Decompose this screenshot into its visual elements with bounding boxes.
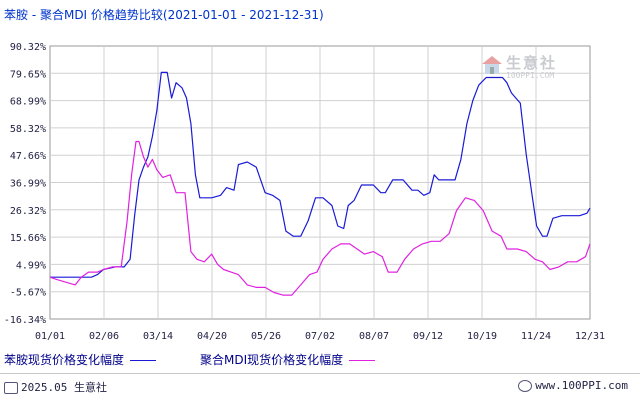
legend-label: 苯胺现货价格变化幅度 [4, 353, 125, 367]
series-line-1 [50, 71, 591, 278]
copyright-icon [4, 382, 18, 394]
y-tick-label: 79.65% [10, 69, 46, 80]
y-tick-label: 90.32% [10, 42, 46, 53]
series-line-2 [49, 140, 591, 296]
y-tick-label: -16.34% [4, 315, 46, 326]
globe-icon [518, 380, 533, 392]
watermark-name: 生意社 [506, 54, 558, 72]
y-tick-label: 36.99% [10, 179, 46, 190]
legend-label: 聚合MDI现货价格变化幅度 [200, 353, 344, 367]
y-tick-label: 58.32% [10, 124, 46, 135]
legend-swatch [349, 360, 376, 361]
x-tick-label: 09/12 [413, 331, 443, 342]
x-tick-label: 12/31 [575, 331, 605, 342]
x-tick-label: 11/24 [521, 331, 551, 342]
x-tick-label: 04/20 [197, 331, 227, 342]
x-tick-label: 07/02 [305, 331, 335, 342]
x-tick-label: 01/01 [35, 331, 65, 342]
footer-website[interactable]: www.100PPI.com [518, 379, 628, 392]
y-tick-label: 4.99% [16, 260, 46, 271]
x-tick-label: 08/07 [359, 331, 389, 342]
x-tick-label: 03/14 [143, 331, 173, 342]
footer-copyright: 2025.05 生意社 [4, 379, 107, 395]
legend-item-pmdi: 聚合MDI现货价格变化幅度 [200, 351, 376, 368]
y-tick-label: 26.32% [10, 206, 46, 217]
legend-item-aniline: 苯胺现货价格变化幅度 [4, 351, 157, 368]
x-tick-label: 10/19 [467, 331, 497, 342]
watermark: 生意社 100PPI.COM [480, 52, 580, 84]
legend-swatch [130, 360, 157, 361]
house-logo-icon [482, 56, 502, 74]
footer-website-text[interactable]: www.100PPI.com [535, 379, 628, 392]
y-tick-label: 47.66% [10, 151, 46, 162]
y-tick-label: 15.66% [10, 233, 46, 244]
chart-title: 苯胺 - 聚合MDI 价格趋势比较(2021-01-01 - 2021-12-3… [4, 8, 324, 22]
x-tick-label: 02/06 [89, 331, 119, 342]
y-tick-label: 68.99% [10, 97, 46, 108]
footer-copyright-text: 2025.05 生意社 [21, 381, 107, 394]
y-tick-label: -5.67% [10, 288, 46, 299]
watermark-url: 100PPI.COM [506, 71, 555, 80]
x-tick-label: 05/26 [251, 331, 281, 342]
footer-divider [0, 373, 640, 374]
